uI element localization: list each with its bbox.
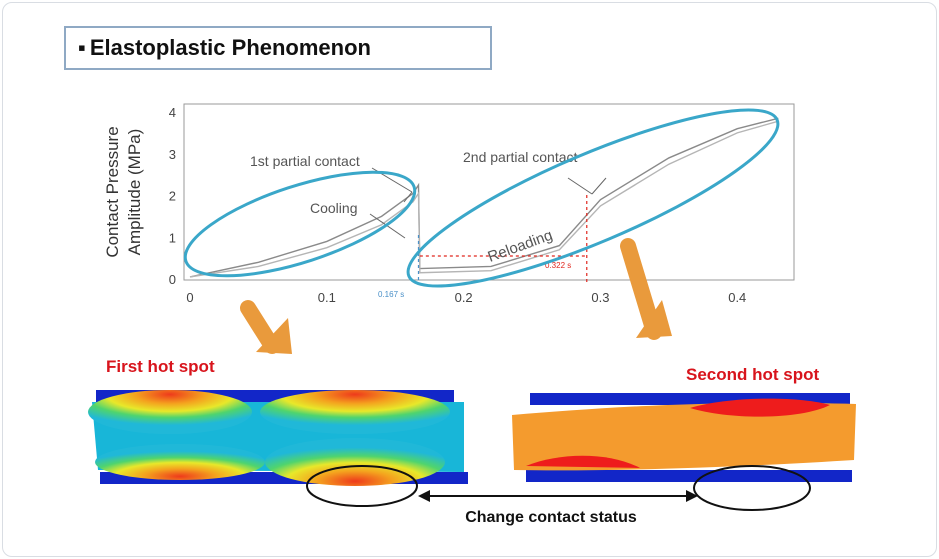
contact-pressure-chart: 0 1 2 3 4 0 0.1 0.2 0.3 0.4 Contact Pressure Amp… [103, 103, 795, 305]
first-hot-spot-figure: First hot spot [88, 357, 468, 507]
x-tick-label: 0.2 [455, 290, 473, 305]
time-marker-1-label: 0.167 s [378, 290, 404, 299]
pressure-curve-2 [189, 120, 779, 278]
second-contact-pointer [567, 177, 607, 195]
change-contact-status-connector [418, 490, 698, 502]
arrow-to-second-hot-spot [620, 238, 672, 340]
second-bottom-red-spot [526, 455, 640, 468]
second-partial-contact-label: 2nd partial contact [463, 149, 578, 165]
change-contact-status-label: Change contact status [465, 509, 637, 526]
second-bottom-plate [526, 470, 852, 482]
first-hot-spot-zone [265, 438, 445, 486]
second-hot-spot-figure: Second hot spot [512, 365, 856, 511]
time-markers [417, 195, 588, 282]
second-hot-spot-label: Second hot spot [686, 365, 820, 384]
time-marker-2-label: 0.322 s [545, 261, 571, 270]
x-tick-label: 0 [186, 290, 193, 305]
x-tick-label: 0.3 [591, 290, 609, 305]
x-tick-label: 0.4 [728, 290, 746, 305]
first-top-gradient-lobe [88, 390, 252, 434]
y-axis-ticks: 0 1 2 3 4 [169, 105, 176, 287]
first-region-ellipse [183, 170, 417, 278]
y-axis-label-line1: Contact Pressure [103, 126, 122, 257]
cooling-label: Cooling [310, 200, 357, 216]
y-tick-label: 1 [169, 230, 176, 245]
title-text: Elastoplastic Phenomenon [89, 35, 371, 60]
plot-area [183, 103, 795, 281]
second-contact-circle [693, 465, 811, 511]
x-axis-ticks: 0 0.1 0.2 0.3 0.4 [186, 290, 746, 305]
second-region-ellipse [406, 108, 780, 288]
pressure-curves [189, 117, 779, 278]
arrow-to-first-hot-spot [240, 300, 292, 354]
y-tick-label: 2 [169, 189, 176, 204]
second-body [512, 402, 856, 471]
first-partial-contact-label: 1st partial contact [250, 153, 360, 169]
y-tick-label: 0 [169, 272, 176, 287]
first-hot-spot-label: First hot spot [106, 357, 215, 376]
second-top-red-spot [690, 398, 830, 417]
first-contact-circle [306, 465, 418, 507]
first-bottom-gradient-lobe [95, 444, 265, 480]
title-bullet: ▪ [78, 35, 86, 60]
first-top-gradient-lobe-2 [260, 390, 450, 434]
x-tick-label: 0.1 [318, 290, 336, 305]
y-tick-label: 3 [169, 147, 176, 162]
slide-title: ▪ Elastoplastic Phenomenon [64, 26, 492, 70]
y-axis-label-line2: Amplitude (MPa) [125, 129, 144, 256]
y-tick-label: 4 [169, 105, 176, 120]
